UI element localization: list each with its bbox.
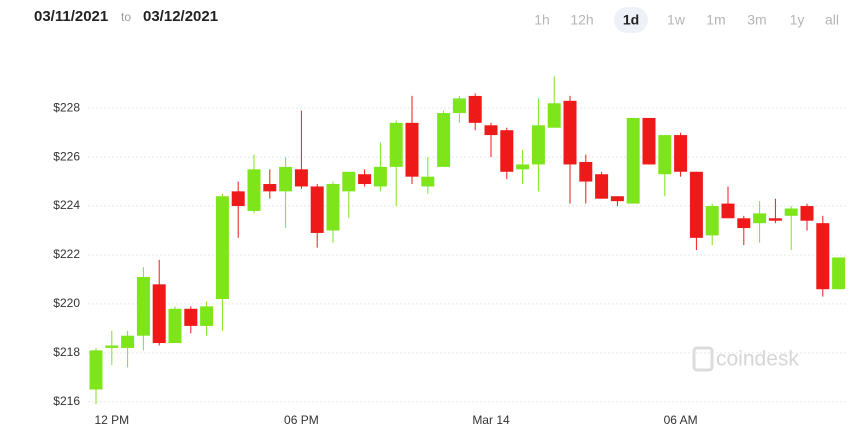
candle-body [547, 103, 561, 128]
range-button[interactable]: 1w [667, 12, 686, 28]
candle-body [389, 122, 403, 167]
candle-body [579, 161, 593, 182]
candle-body [816, 223, 830, 290]
candle-body [626, 117, 640, 204]
y-tick-label: $220 [53, 296, 80, 310]
range-button[interactable]: 1d [623, 12, 639, 28]
watermark-icon [692, 346, 714, 372]
candle-body [452, 98, 466, 114]
candle-body [294, 169, 308, 187]
watermark-text: coindesk [716, 348, 799, 371]
candle-body [753, 213, 767, 224]
range-button[interactable]: 1h [534, 12, 550, 28]
range-button[interactable]: all [825, 12, 839, 28]
candle-body [784, 208, 798, 216]
date-sep: to [121, 10, 131, 24]
candle-body [184, 308, 198, 326]
candle-body [563, 100, 577, 165]
candle-body [674, 135, 688, 172]
y-tick-label: $228 [53, 100, 80, 114]
y-tick-label: $222 [53, 247, 80, 261]
candle-body [105, 345, 119, 348]
candle-body [215, 196, 229, 300]
candle-body [247, 169, 261, 211]
candle-body [531, 125, 545, 165]
candle-body [610, 196, 624, 202]
candle-body [500, 130, 514, 172]
candle-body [121, 335, 135, 348]
candle-body [832, 257, 846, 290]
y-tick-label: $216 [53, 394, 80, 408]
candle-body [642, 117, 656, 165]
candle-body [595, 174, 609, 199]
candle-body [136, 276, 150, 336]
x-tick-label: 12 PM [94, 413, 129, 427]
candle-body [658, 135, 672, 175]
candle-body [705, 206, 719, 236]
date-from: 03/11/2021 [34, 8, 108, 25]
candle-body [358, 174, 372, 185]
candle-body [342, 171, 356, 192]
candle-body [437, 113, 451, 167]
candle-body [373, 166, 387, 187]
x-tick-label: 06 PM [284, 413, 319, 427]
candle-body [405, 122, 419, 177]
candle-body [800, 206, 814, 221]
candle-body [310, 186, 324, 233]
candle-body [421, 176, 435, 187]
candle-body [689, 171, 703, 238]
y-tick-label: $224 [53, 198, 80, 212]
candle-body [721, 203, 735, 219]
range-button[interactable]: 1y [790, 12, 805, 28]
candle-body [737, 218, 751, 229]
x-tick-label: Mar 14 [472, 413, 510, 427]
y-tick-label: $226 [53, 149, 80, 163]
candle-body [279, 166, 293, 192]
candle-body [484, 125, 498, 136]
range-selected-bg [614, 7, 648, 33]
candle-body [326, 184, 340, 231]
candle-body [516, 164, 530, 170]
candle-body [89, 350, 103, 390]
range-button[interactable]: 3m [747, 12, 766, 28]
candle-body [152, 284, 166, 344]
candle-body [168, 308, 182, 344]
date-to: 03/12/2021 [143, 8, 218, 25]
candle-body [263, 184, 277, 192]
candle-body [200, 306, 214, 326]
x-tick-label: 06 AM [664, 413, 698, 427]
range-button[interactable]: 1m [706, 12, 725, 28]
range-button[interactable]: 12h [570, 12, 593, 28]
candle-body [768, 218, 782, 221]
y-tick-label: $218 [53, 345, 80, 359]
watermark: coindesk [692, 346, 799, 372]
candle-body [468, 95, 482, 123]
candle-body [231, 191, 245, 207]
